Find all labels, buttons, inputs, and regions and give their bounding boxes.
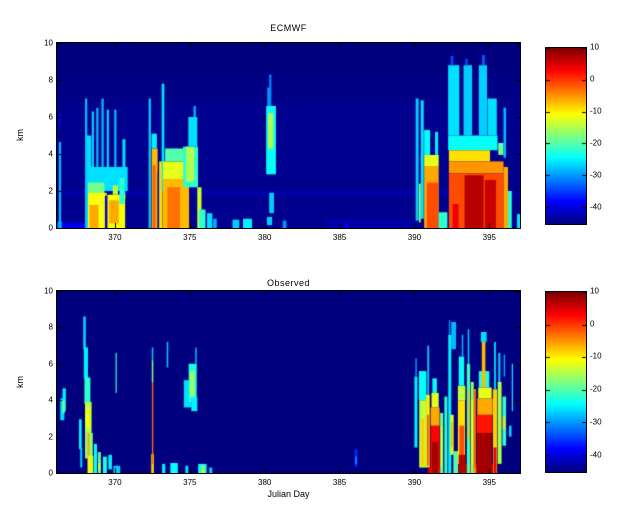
colorbar-tick-label: -20 <box>590 138 602 148</box>
colorbar-tick-label: 0 <box>590 319 595 329</box>
colorbar-tick-label: 0 <box>590 74 595 84</box>
y-tick-label: 4 <box>48 395 53 405</box>
x-tick-label: 390 <box>407 478 422 487</box>
x-tick-label: 385 <box>332 233 347 242</box>
observed-colorbar-canvas <box>545 291 587 473</box>
colorbar-tick-label: 10 <box>590 286 599 296</box>
y-tick-label: 6 <box>48 359 53 369</box>
colorbar-tick-label: -30 <box>590 417 602 427</box>
y-tick-label: 2 <box>48 186 53 196</box>
y-tick-label: 2 <box>48 432 53 442</box>
y-tick-label: 8 <box>48 75 53 85</box>
y-tick-label: 4 <box>48 149 53 159</box>
colorbar-tick-label: -40 <box>590 202 602 212</box>
y-tick-label: 10 <box>44 38 53 48</box>
y-axis-label-bottom: km <box>15 376 25 388</box>
x-tick-label: 370 <box>108 478 122 487</box>
observed-heatmap-canvas <box>56 290 521 474</box>
x-tick-label: 380 <box>258 233 272 242</box>
colorbar-tick-label: 10 <box>590 42 599 52</box>
x-tick-label: 390 <box>407 233 422 242</box>
x-tick-label: 375 <box>183 478 197 487</box>
panel-title-observed: Observed <box>266 278 311 288</box>
y-tick-label: 0 <box>48 223 53 233</box>
y-tick-label: 10 <box>44 286 53 296</box>
x-axis-label: Julian Day <box>267 489 310 499</box>
x-tick-label: 395 <box>482 478 496 487</box>
colorbar-tick-label: -10 <box>590 106 602 116</box>
panel-title-ecmwf: ECMWF <box>270 23 307 33</box>
y-tick-label: 6 <box>48 112 53 122</box>
x-tick-label: 395 <box>482 233 496 242</box>
x-tick-label: 385 <box>332 478 347 487</box>
x-tick-label: 375 <box>183 233 197 242</box>
y-axis-label-top: km <box>15 129 25 141</box>
x-tick-label: 380 <box>258 478 272 487</box>
y-tick-label: 0 <box>48 468 53 478</box>
y-tick-label: 8 <box>48 322 53 332</box>
colorbar-tick-label: -30 <box>590 170 602 180</box>
colorbar-tick-label: -10 <box>590 351 602 361</box>
ecmwf-heatmap-canvas <box>56 42 521 229</box>
ecmwf-colorbar-canvas <box>545 47 587 225</box>
x-tick-label: 370 <box>108 233 122 242</box>
colorbar-tick-label: -40 <box>590 450 602 460</box>
colorbar-tick-label: -20 <box>590 384 602 394</box>
